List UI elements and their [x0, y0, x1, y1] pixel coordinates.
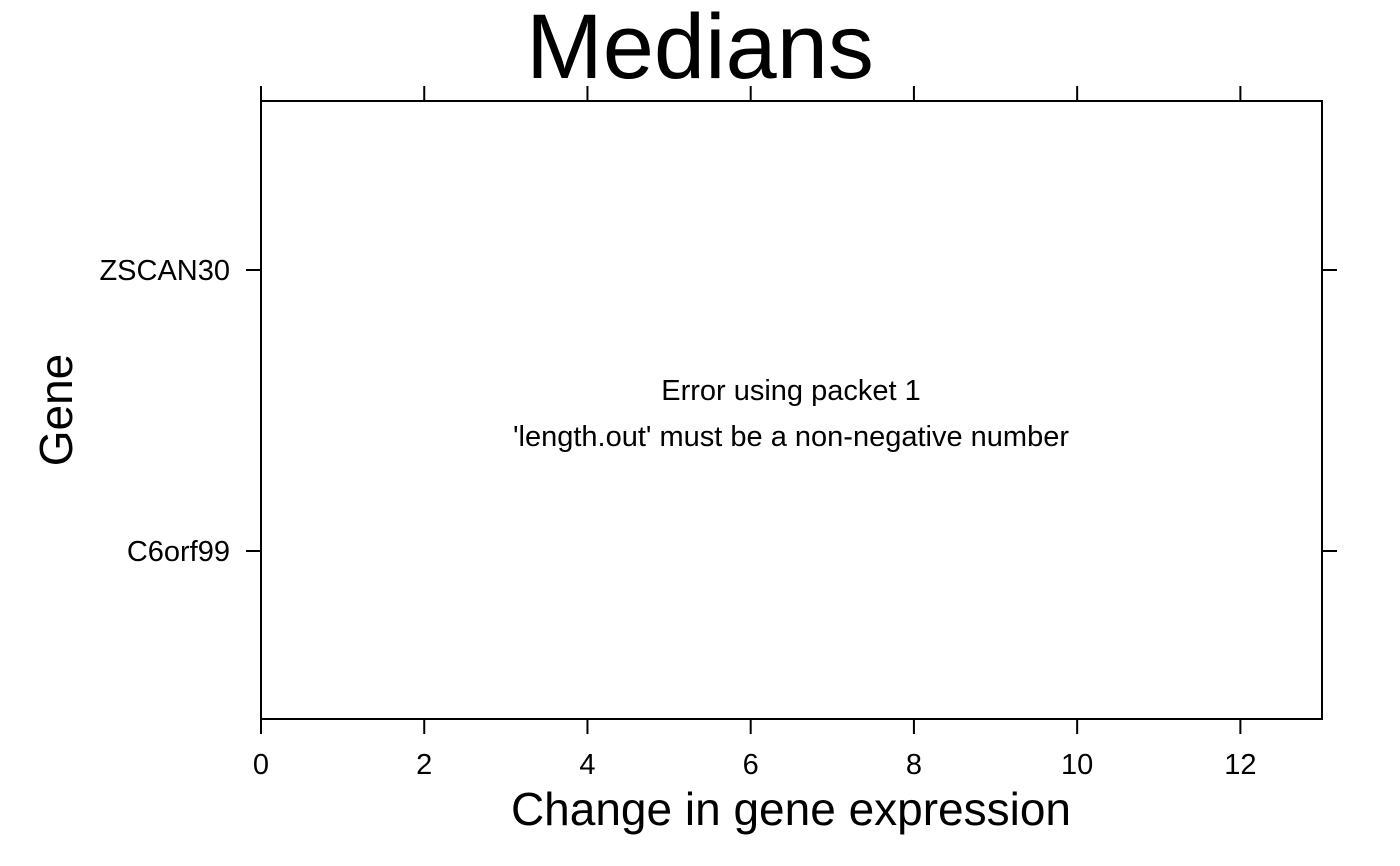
x-tick-label: 4: [579, 749, 595, 781]
x-tick-label: 8: [906, 749, 922, 781]
x-tick-label: 2: [416, 749, 432, 781]
x-tick-label: 6: [743, 749, 759, 781]
y-axis-label: Gene: [30, 354, 82, 467]
x-bottom-ticks: [260, 719, 1242, 734]
x-tick-label: 10: [1061, 749, 1093, 781]
panel-error-line-2: 'length.out' must be a non-negative numb…: [513, 421, 1069, 453]
y-tick-labels: C6orf99 ZSCAN30: [99, 255, 230, 568]
x-tick-label: 0: [253, 749, 269, 781]
y-tick-label: C6orf99: [127, 536, 230, 568]
x-axis-label: Change in gene expression: [511, 783, 1071, 835]
plot-frame: [260, 100, 1323, 720]
x-tick-labels: 0 2 4 6 8 10 12: [253, 749, 1257, 781]
panel-error-line-1: Error using packet 1: [661, 375, 921, 407]
y-ticks: [246, 269, 1337, 552]
x-tick-label: 12: [1224, 749, 1256, 781]
chart-title: Medians: [526, 0, 874, 98]
y-tick-label: ZSCAN30: [99, 255, 230, 287]
x-top-ticks: [260, 86, 1242, 101]
